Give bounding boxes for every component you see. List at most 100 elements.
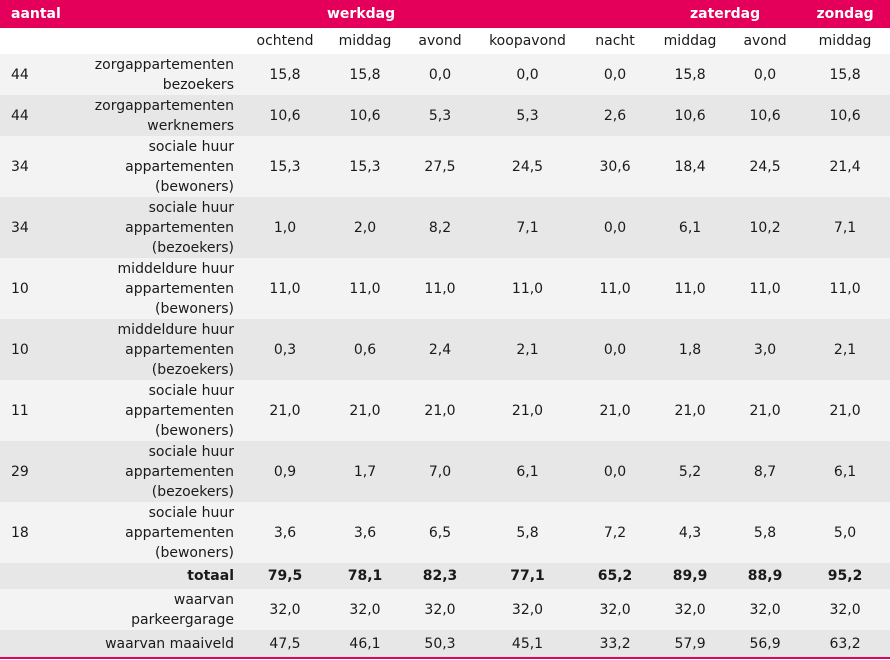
subheader-row: ochtend middag avond koopavond nacht mid… — [0, 28, 890, 54]
row-count-blank — [0, 589, 90, 630]
row-label-line: waarvan — [173, 591, 234, 608]
maaiveld-row: waarvan maaiveld 47,5 46,1 50,3 45,1 33,2 57,9… — [0, 630, 890, 658]
maaiveld-label: waarvan maaiveld — [105, 635, 234, 652]
table-cell: 21,4 — [829, 158, 861, 175]
subheader-zondag-middag: middag — [818, 33, 872, 49]
row-label-line: appartementen — [125, 219, 234, 236]
table-cell: 46,1 — [349, 635, 381, 652]
table-cell: 45,1 — [511, 635, 544, 652]
table-cell: 8,7 — [753, 463, 777, 480]
table-row: 18 sociale huur appartementen (bewoners) 3,6… — [0, 502, 890, 563]
table-cell: 30,6 — [599, 158, 631, 175]
table-cell: 6,1 — [516, 463, 539, 480]
table-cell: 21,0 — [511, 402, 544, 419]
row-label-line: appartementen — [125, 402, 234, 419]
row-label-line: sociale huur — [148, 382, 234, 399]
table-cell: 57,9 — [674, 635, 706, 652]
row-count: 34 — [11, 158, 29, 175]
table-cell: 0,0 — [603, 463, 627, 480]
table-cell: 0,6 — [353, 341, 377, 358]
table-cell: 47,5 — [269, 635, 301, 652]
table-cell: 2,4 — [428, 341, 452, 358]
table-cell: 0,3 — [273, 341, 297, 358]
table-cell: 77,1 — [510, 568, 545, 584]
table-cell: 10,2 — [749, 219, 781, 236]
table-cell: 21,0 — [749, 402, 781, 419]
table-cell: 6,1 — [833, 463, 857, 480]
table-cell: 3,6 — [353, 524, 377, 541]
table-cell: 89,9 — [672, 568, 708, 584]
table-cell: 78,1 — [347, 568, 383, 584]
table-cell: 11,0 — [349, 280, 381, 297]
table-cell: 63,2 — [829, 635, 861, 652]
table-cell: 5,3 — [428, 107, 452, 124]
row-label-line: appartementen — [125, 341, 234, 358]
table-cell: 24,5 — [749, 158, 781, 175]
table-cell: 0,9 — [273, 463, 297, 480]
table-cell: 10,6 — [674, 107, 706, 124]
table-row: 29 sociale huur appartementen (bezoekers) 0,… — [0, 441, 890, 502]
table-cell: 15,3 — [269, 158, 301, 175]
row-label-line: (bezoekers) — [151, 239, 234, 256]
row-label-line: (bewoners) — [155, 300, 234, 317]
row-label: sociale huur appartementen (bewoners) — [90, 502, 245, 563]
table-cell: 15,8 — [349, 66, 381, 83]
row-label-line: appartementen — [125, 280, 234, 297]
table-cell: 0,0 — [603, 341, 627, 358]
table-cell: 6,1 — [678, 219, 702, 236]
subheader-nacht: nacht — [595, 33, 635, 49]
table-cell: 0,0 — [516, 66, 539, 83]
table-cell: 32,0 — [599, 601, 631, 618]
table-cell: 10,6 — [349, 107, 381, 124]
table-cell: 11,0 — [424, 280, 456, 297]
row-label: middeldure huur appartementen (bezoekers) — [90, 319, 245, 380]
table-cell: 21,0 — [269, 402, 301, 419]
table-cell: 7,2 — [603, 524, 627, 541]
row-label-line: zorgappartementen — [94, 56, 234, 73]
table-row: 44 zorgappartementen werknemers 10,6 10,6 5,3… — [0, 95, 890, 136]
table-cell: 11,0 — [511, 280, 544, 297]
header-spacer — [90, 0, 245, 28]
table-cell: 0,0 — [753, 66, 777, 83]
table-cell: 5,8 — [516, 524, 539, 541]
table-cell: 15,8 — [269, 66, 301, 83]
table-cell: 5,0 — [833, 524, 857, 541]
table-cell: 15,8 — [674, 66, 706, 83]
table-row: 34 sociale huur appartementen (bewoners) 15,… — [0, 136, 890, 197]
table-cell: 2,0 — [353, 219, 377, 236]
row-count: 10 — [11, 341, 29, 358]
row-count: 18 — [11, 524, 29, 541]
row-label-line: sociale huur — [148, 443, 234, 460]
table-cell: 11,0 — [269, 280, 301, 297]
row-count: 44 — [11, 107, 29, 124]
row-label-line: middeldure huur — [117, 260, 234, 277]
row-label-line: werknemers — [147, 117, 234, 134]
subheader-ochtend: ochtend — [256, 33, 314, 49]
table-cell: 95,2 — [827, 568, 863, 584]
table-cell: 11,0 — [599, 280, 631, 297]
table-cell: 32,0 — [749, 601, 781, 618]
subheader-blank — [0, 28, 90, 54]
row-count: 29 — [11, 463, 29, 480]
row-count-blank — [0, 563, 90, 589]
table-cell: 0,0 — [428, 66, 452, 83]
table-cell: 3,6 — [273, 524, 297, 541]
parkeergarage-label: waarvan parkeergarage — [90, 589, 245, 630]
table-cell: 1,8 — [678, 341, 702, 358]
table-cell: 21,0 — [829, 402, 861, 419]
table-cell: 1,7 — [353, 463, 377, 480]
table-cell: 8,2 — [428, 219, 452, 236]
header-zaterdag: zaterdag — [689, 6, 761, 22]
header-werkdag: werkdag — [327, 6, 396, 22]
row-label-line: appartementen — [125, 158, 234, 175]
table-cell: 3,0 — [753, 341, 777, 358]
row-label: zorgappartementen werknemers — [90, 95, 245, 136]
table-cell: 7,0 — [428, 463, 452, 480]
row-label-line: zorgappartementen — [94, 97, 234, 114]
row-label-line: (bezoekers) — [151, 483, 234, 500]
row-label: sociale huur appartementen (bezoekers) — [90, 441, 245, 502]
row-label: sociale huur appartementen (bewoners) — [90, 380, 245, 441]
table-cell: 11,0 — [674, 280, 706, 297]
table-cell: 6,5 — [428, 524, 452, 541]
